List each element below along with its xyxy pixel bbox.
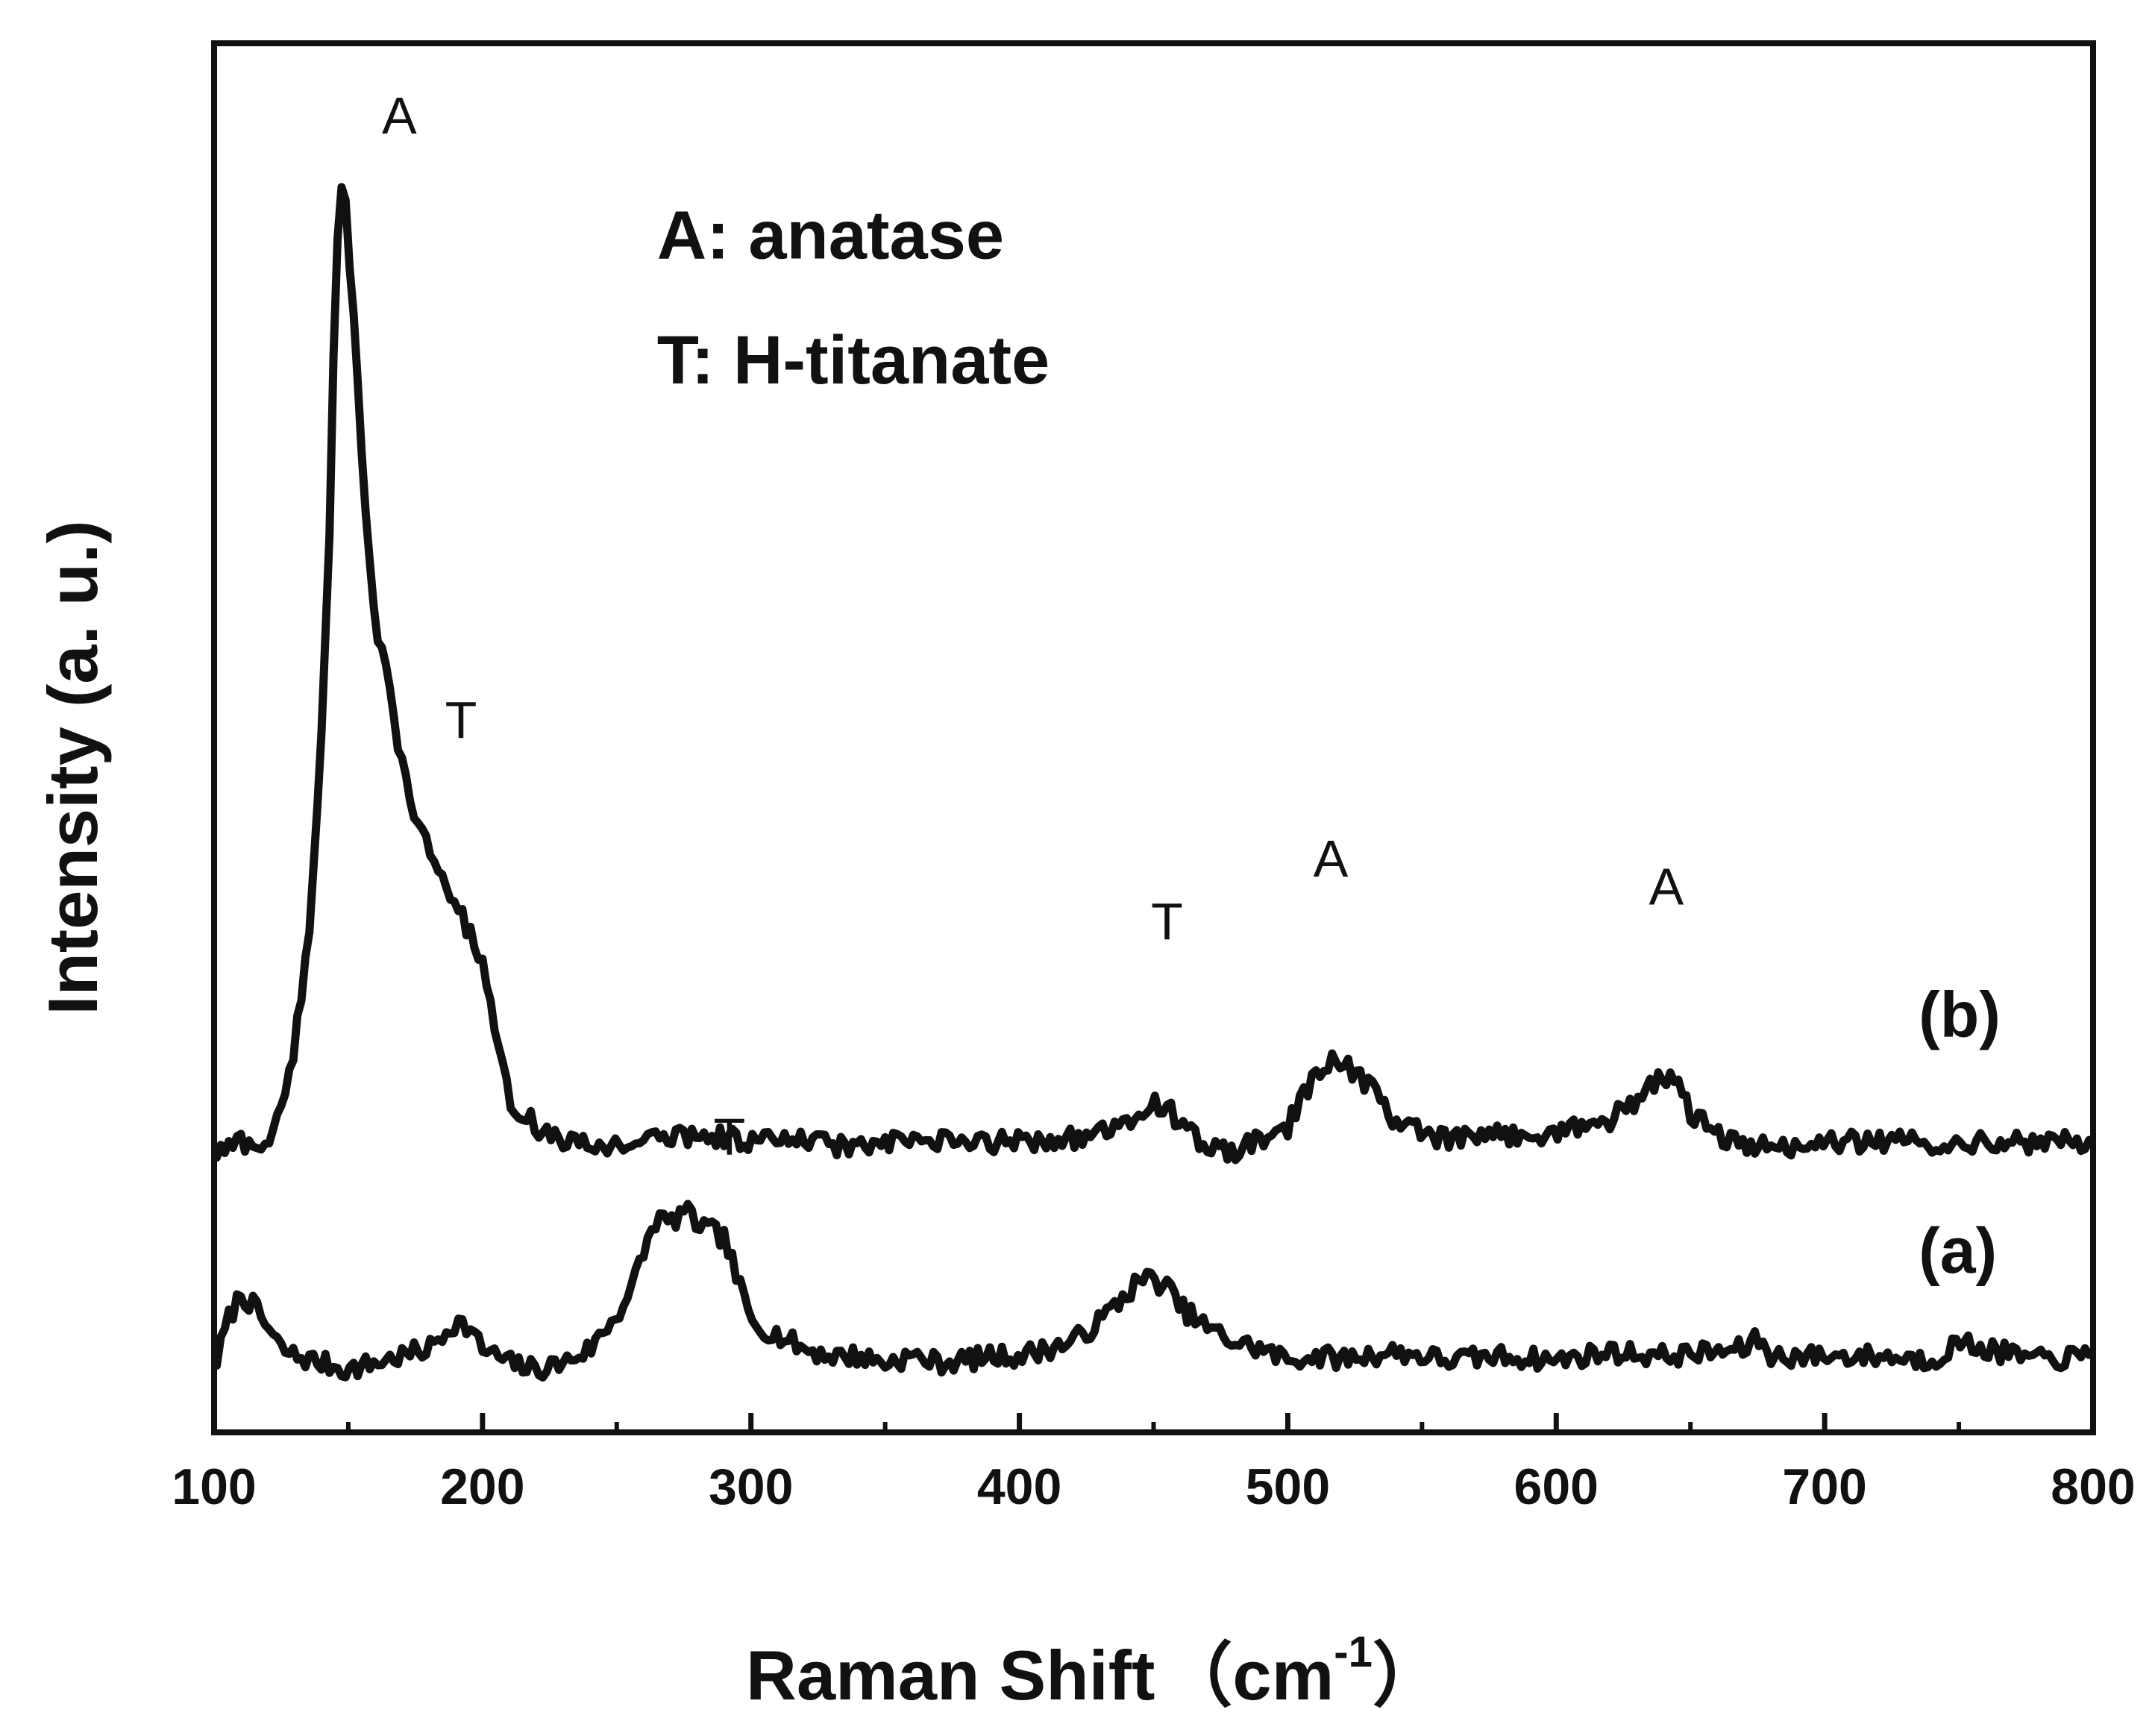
- peak-label-a: A: [1314, 830, 1349, 888]
- x-tick-label: 100: [172, 1458, 256, 1515]
- x-axis-unit-open: （: [1162, 1636, 1232, 1714]
- x-axis-unit: cm: [1232, 1636, 1334, 1714]
- peak-label-t: T: [1151, 892, 1183, 950]
- x-tick-label: 400: [977, 1458, 1061, 1515]
- x-axis-title-text: Raman Shift: [746, 1636, 1155, 1714]
- x-tick-label: 600: [1514, 1458, 1599, 1515]
- series-line-b: [213, 183, 2094, 1165]
- x-tick-label: 800: [2051, 1458, 2135, 1515]
- series-group: [213, 183, 2094, 1382]
- peak-label-a: A: [382, 87, 417, 145]
- series-line-a: [213, 1200, 2094, 1382]
- x-axis-unit-superscript: -1: [1334, 1628, 1373, 1676]
- x-axis-ticks: [211, 1413, 2096, 1432]
- x-tick-label: 700: [1782, 1458, 1866, 1515]
- x-tick-label: 300: [709, 1458, 793, 1515]
- series-label-a: (a): [1919, 1215, 1997, 1287]
- series-label-b: (b): [1919, 979, 2001, 1050]
- plot-frame: [211, 40, 2096, 1435]
- legend-h-titanate: T: H-titanate: [657, 322, 1050, 398]
- peak-label-t: T: [445, 691, 477, 749]
- peak-label-t: T: [714, 1108, 746, 1166]
- x-axis-title: Raman Shift （cm-1）: [746, 1628, 1443, 1714]
- x-axis-tick-labels: 100 200 300 400 500 600 700 800: [172, 1458, 2135, 1515]
- y-axis-title: Intensity (a. u.): [34, 520, 112, 1015]
- peak-label-a: A: [1649, 857, 1684, 915]
- peak-annotations: A T T A A T: [382, 87, 1684, 1166]
- legend-anatase: A: anatase: [657, 198, 1004, 274]
- x-tick-label: 500: [1246, 1458, 1330, 1515]
- x-tick-label: 200: [440, 1458, 524, 1515]
- x-axis-unit-close: ）: [1373, 1636, 1443, 1714]
